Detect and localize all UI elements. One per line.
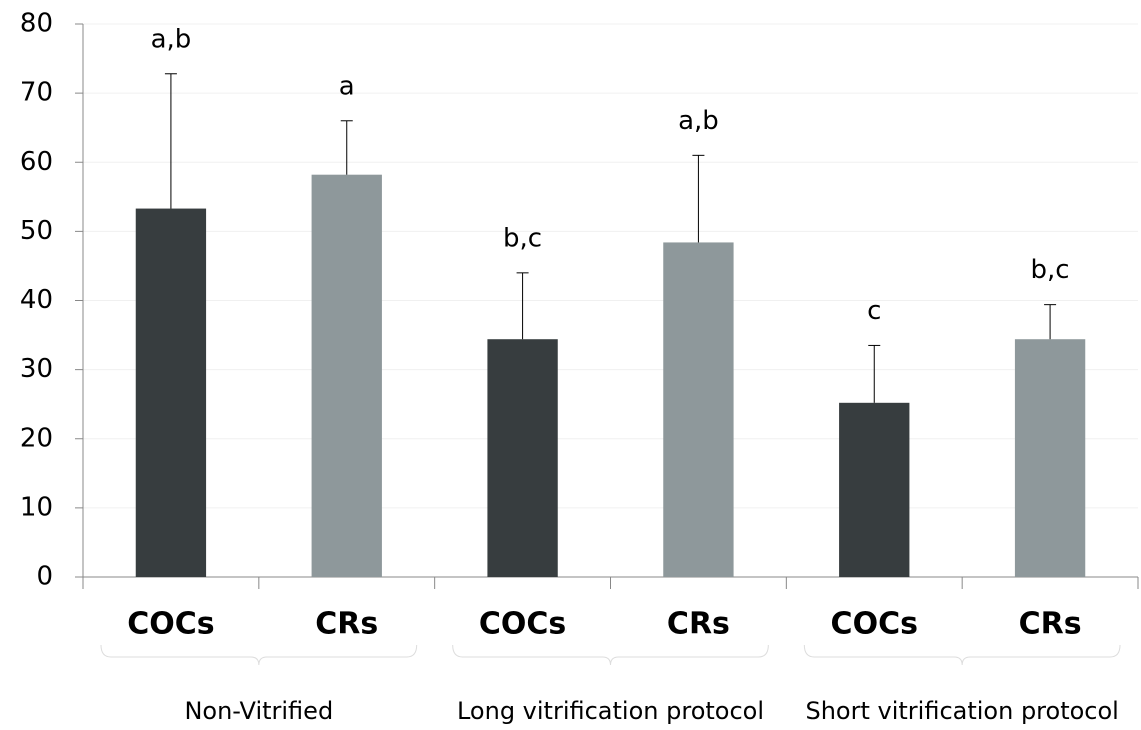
group-label: Non-Vitrified [184, 697, 333, 725]
y-tick-label: 10 [20, 492, 53, 522]
bar [487, 339, 558, 577]
y-tick-label: 70 [20, 78, 53, 108]
group-label: Long vitrification protocol [457, 697, 764, 725]
bar [839, 402, 910, 577]
y-tick-label: 80 [20, 9, 53, 39]
y-tick-label: 20 [20, 423, 53, 453]
y-tick-label: 40 [20, 285, 53, 315]
group-bracket [100, 644, 418, 666]
annotation: a,b [151, 24, 192, 54]
y-tick-label: 30 [20, 354, 53, 384]
y-tick-label: 50 [20, 216, 53, 246]
y-tick-label: 0 [36, 562, 53, 592]
x-tick-label: COCs [127, 607, 214, 642]
annotation: b,c [503, 223, 542, 253]
annotation: a,b [678, 106, 719, 136]
x-tick-label: COCs [479, 607, 566, 642]
annotation: a [339, 71, 355, 101]
x-tick-label: CRs [1019, 607, 1082, 642]
group-label: Short vitrification protocol [805, 697, 1118, 725]
group-bracket [452, 644, 769, 666]
group-bracket [803, 644, 1121, 666]
x-tick-label: CRs [667, 607, 730, 642]
annotation: c [867, 296, 881, 326]
bar [663, 242, 734, 577]
x-tick-label: COCs [831, 607, 918, 642]
bar [135, 208, 207, 577]
x-tick-label: CRs [315, 607, 378, 642]
y-tick-label: 60 [20, 147, 53, 177]
annotation: b,c [1031, 255, 1070, 285]
bar [311, 174, 382, 577]
bar [1014, 339, 1086, 577]
